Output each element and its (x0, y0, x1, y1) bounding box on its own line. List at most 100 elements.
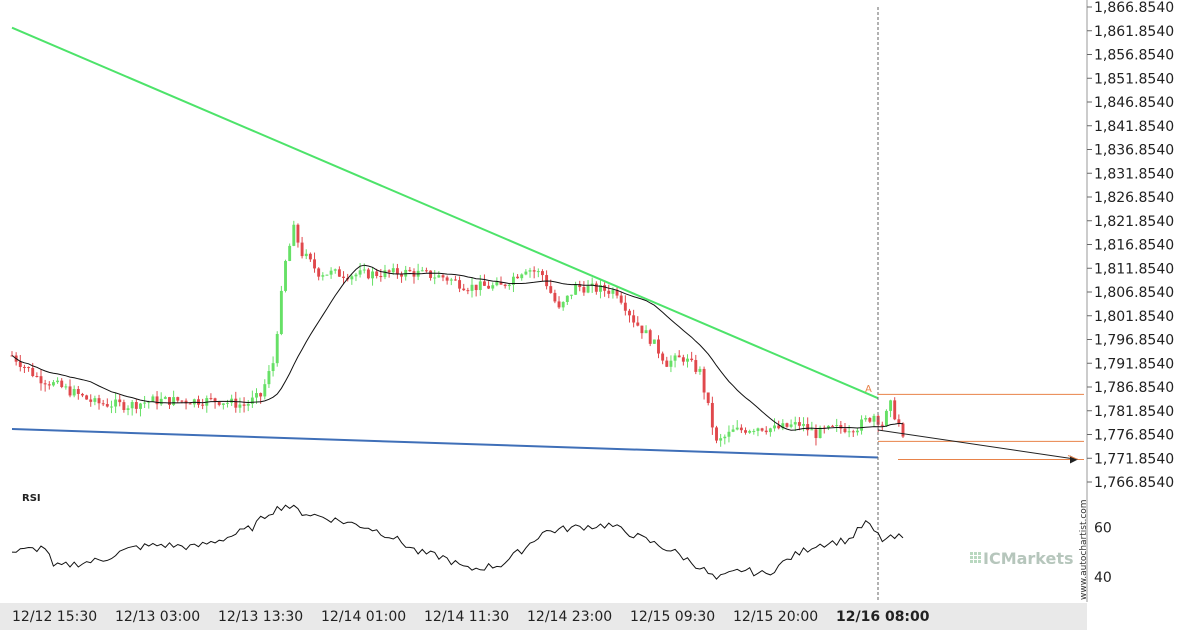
candle-body (217, 402, 221, 405)
candle (27, 366, 31, 372)
candle-body (284, 260, 287, 291)
candle-body (789, 424, 793, 427)
candle (636, 316, 640, 327)
candle-body (126, 408, 130, 410)
candle-body (296, 224, 300, 243)
candle-body (159, 398, 163, 405)
candle (184, 398, 188, 410)
price-tick-label: 1,856.8540 (1094, 48, 1174, 64)
candle-body (89, 399, 93, 402)
candle-body (358, 270, 362, 275)
candle-body (387, 270, 391, 273)
price-tick-label: 1,826.8540 (1094, 190, 1174, 206)
moving-average-line (11, 264, 904, 431)
rsi-panel: RSI 60 40 (11, 493, 1112, 586)
candle (43, 379, 47, 392)
candle-body (197, 399, 200, 405)
candle-body (47, 384, 51, 386)
candle-body (495, 281, 499, 286)
candle (603, 282, 607, 297)
candle (371, 267, 374, 286)
candle (640, 325, 644, 339)
time-tick-label: 12/16 08:00 (836, 609, 930, 625)
candle (802, 417, 805, 432)
candle (213, 397, 217, 409)
candle (143, 395, 147, 409)
candle (487, 281, 491, 290)
candle (412, 268, 416, 284)
candle (511, 272, 515, 293)
candle-body (752, 430, 756, 432)
candle-body (250, 397, 254, 404)
candle (329, 267, 333, 279)
candle-body (872, 415, 876, 422)
candle-body (739, 427, 743, 431)
candle (860, 415, 864, 435)
candle (648, 328, 652, 347)
candle-body (640, 325, 644, 334)
price-tick-label: 1,851.8540 (1094, 71, 1174, 87)
candle (279, 285, 283, 336)
candle-body (172, 397, 176, 405)
price-tick-label: 1,801.8540 (1094, 309, 1174, 325)
candle-body (56, 380, 60, 383)
candle-body (511, 276, 515, 285)
logo-dot (978, 552, 981, 555)
logo-dot (970, 552, 973, 555)
candle (669, 355, 673, 373)
price-tick-label: 1,821.8540 (1094, 214, 1174, 230)
candle-body (690, 358, 694, 361)
candle-body (719, 438, 723, 441)
candle (673, 353, 677, 368)
candle-body (557, 301, 561, 308)
candle-body (785, 423, 789, 427)
candle (719, 433, 723, 447)
candle (139, 402, 142, 417)
candle (325, 274, 329, 276)
support-trendline (11, 428, 879, 459)
candle (715, 425, 718, 444)
candle (18, 354, 22, 372)
forecast-arrow-line (877, 429, 1079, 460)
candle (159, 392, 163, 406)
candle (690, 351, 694, 362)
candle-body (748, 430, 752, 433)
candle-body (22, 366, 26, 368)
candle-body (507, 284, 511, 287)
candle-body (230, 398, 234, 403)
candle-body (499, 281, 503, 285)
candle-body (897, 419, 901, 424)
candle-body (710, 402, 714, 428)
candle (607, 284, 611, 299)
candle-body (727, 431, 731, 437)
candle-body (615, 289, 619, 296)
candle (835, 418, 839, 433)
rsi-tick-label: 60 (1094, 520, 1112, 536)
candle-body (715, 427, 718, 441)
candle (288, 243, 292, 262)
candle (350, 274, 354, 285)
time-tick-label: 12/14 23:00 (527, 609, 612, 625)
candle-body (221, 403, 225, 405)
candle-body (797, 422, 801, 426)
candle (797, 417, 801, 431)
candle (665, 356, 669, 368)
candle (126, 405, 130, 416)
candle-body (768, 428, 772, 433)
candle (155, 391, 159, 410)
candle (482, 274, 486, 286)
candle (172, 390, 176, 407)
rsi-line (11, 504, 904, 580)
candle-body (354, 274, 358, 277)
candle-body (122, 402, 126, 410)
candle-body (151, 396, 155, 402)
candle-body (101, 403, 105, 405)
candle (619, 291, 623, 305)
candle-body (818, 427, 822, 439)
candle (789, 419, 793, 429)
candle-body (445, 277, 449, 281)
candle (541, 269, 544, 281)
candle (51, 380, 55, 387)
candle (623, 295, 627, 316)
